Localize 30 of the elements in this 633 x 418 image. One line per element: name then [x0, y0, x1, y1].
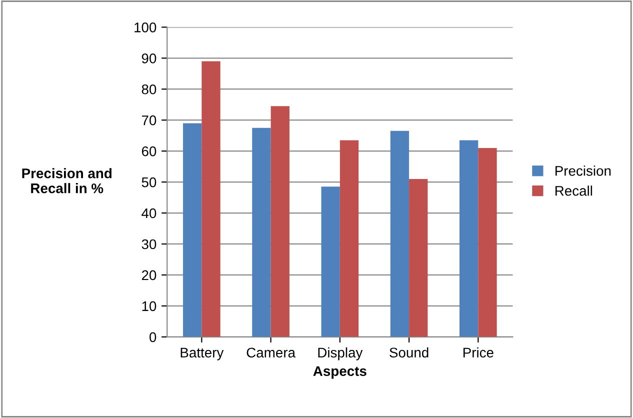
x-tick-label: Sound	[390, 347, 428, 358]
y-tick-label: 30	[142, 239, 156, 250]
x-tick-label: Battery	[180, 348, 224, 360]
bar	[478, 148, 497, 337]
bar	[460, 140, 478, 337]
y-tick-label: 10	[142, 301, 156, 312]
bar	[321, 186, 340, 337]
bar	[270, 106, 290, 337]
x-axis-title: Aspects	[313, 366, 366, 379]
bar	[340, 140, 359, 337]
x-tick-label: Camera	[246, 348, 296, 358]
x-tick-label: Display	[318, 347, 363, 360]
bar	[202, 61, 220, 337]
y-tick-label: 100	[134, 22, 156, 32]
legend-label: Recall	[556, 186, 592, 196]
y-tick-label: 60	[142, 146, 156, 156]
x-tick-label: Price	[463, 347, 494, 358]
y-tick-label: 80	[142, 84, 156, 94]
bar	[409, 178, 428, 337]
bar	[183, 123, 202, 337]
y-tick-label: 70	[142, 115, 156, 126]
bar	[390, 130, 410, 337]
y-tick-label: 20	[142, 270, 156, 280]
y-tick-label: 0	[150, 332, 156, 342]
y-tick-label: 40	[142, 208, 156, 218]
y-tick-label: 90	[142, 53, 156, 64]
legend-label: Precision	[556, 166, 611, 176]
y-tick-label: 50	[142, 177, 156, 188]
bar	[252, 128, 271, 337]
y-axis-title: Precision and Recall in %	[22, 168, 112, 194]
